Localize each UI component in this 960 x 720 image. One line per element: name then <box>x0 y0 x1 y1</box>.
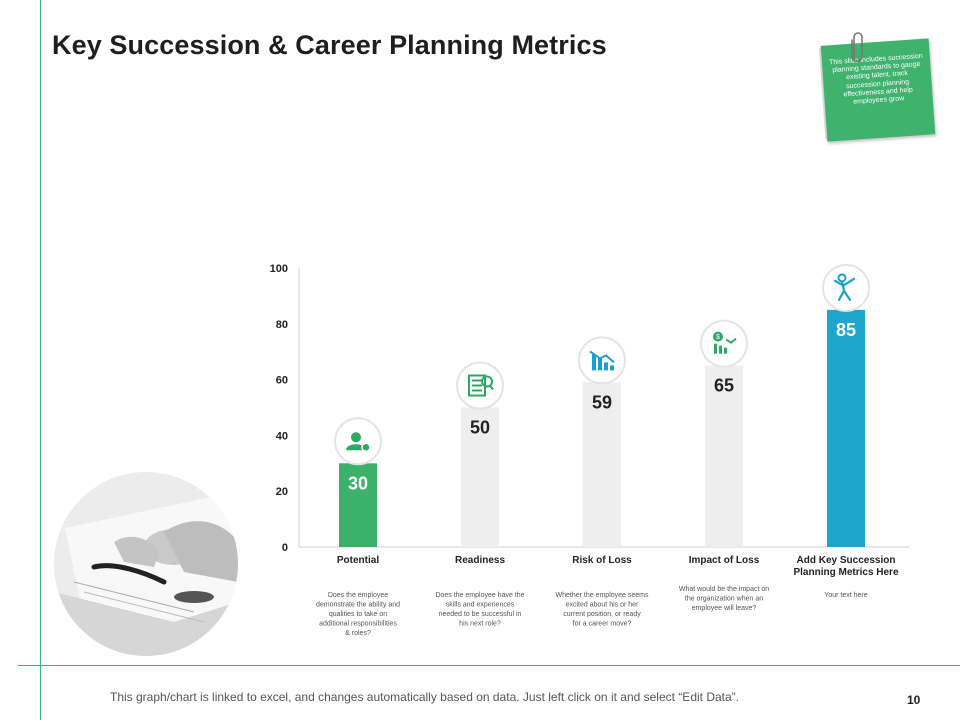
sticky-note-text: This slide includes succession planning … <box>820 38 936 142</box>
category-description: Does the employee <box>328 592 388 599</box>
user-settings-icon <box>334 417 382 466</box>
category-description: skills and experiences <box>446 602 515 609</box>
y-tick-label: 40 <box>276 430 288 442</box>
data-label: 30 <box>348 473 368 493</box>
climber-icon <box>822 263 870 312</box>
y-tick-label: 0 <box>282 542 288 554</box>
page-number: 10 <box>907 693 921 707</box>
category-description: What would be the impact on <box>679 586 769 593</box>
y-tick-label: 100 <box>270 263 288 275</box>
category-description: Whether the employee seems <box>556 592 649 599</box>
checklist-icon <box>456 361 504 410</box>
category-description: excited about his or her <box>566 602 639 609</box>
x-tick-label: Add Key Succession <box>797 555 896 566</box>
data-label: 85 <box>836 320 856 340</box>
data-label: 65 <box>714 376 734 396</box>
category-description: employee will leave? <box>692 605 757 612</box>
footer-note: This graph/chart is linked to excel, and… <box>110 690 739 704</box>
declining-chart-icon <box>578 336 626 385</box>
category-description: demonstrate the ability and <box>316 602 400 609</box>
y-tick-label: 80 <box>276 319 288 331</box>
category-description: the organization when an <box>685 596 763 603</box>
left-accent-line <box>40 0 41 720</box>
bar <box>705 365 743 547</box>
data-label: 50 <box>470 418 490 438</box>
x-tick-label: Impact of Loss <box>689 555 760 566</box>
category-description: Your text here <box>824 592 867 599</box>
category-description: Does the employee have the <box>435 592 524 599</box>
category-description: & roles? <box>345 630 371 637</box>
bar <box>461 407 499 547</box>
x-tick-label: Risk of Loss <box>572 555 632 566</box>
y-tick-label: 20 <box>276 486 288 498</box>
data-label: 59 <box>592 392 612 412</box>
footer-divider <box>18 665 960 666</box>
finance-chart-icon: $ <box>700 319 748 368</box>
category-description: needed to be successful in <box>439 611 522 618</box>
bar-chart[interactable]: 0 20 40 60 80 100 30 Potential Does the employee… <box>250 250 930 650</box>
category-description: additional responsibilities <box>319 621 397 628</box>
x-tick-label: Planning Metrics Here <box>793 567 898 578</box>
category-description: his next role? <box>459 621 501 628</box>
y-tick-label: 60 <box>276 375 288 387</box>
svg-text:$: $ <box>716 334 720 341</box>
slide-title[interactable]: Key Succession & Career Planning Metrics <box>52 30 607 60</box>
bar <box>827 309 865 547</box>
category-description: qualities to take on <box>329 611 387 618</box>
category-description: current position, or ready <box>563 611 641 618</box>
bar <box>583 382 621 547</box>
business-photo <box>54 472 238 656</box>
sticky-note[interactable]: This slide includes succession planning … <box>812 30 952 150</box>
bar <box>339 463 377 547</box>
x-tick-label: Potential <box>337 555 379 566</box>
x-tick-label: Readiness <box>455 555 505 566</box>
category-description: for a career move? <box>573 621 632 628</box>
paperclip-icon <box>851 32 863 62</box>
